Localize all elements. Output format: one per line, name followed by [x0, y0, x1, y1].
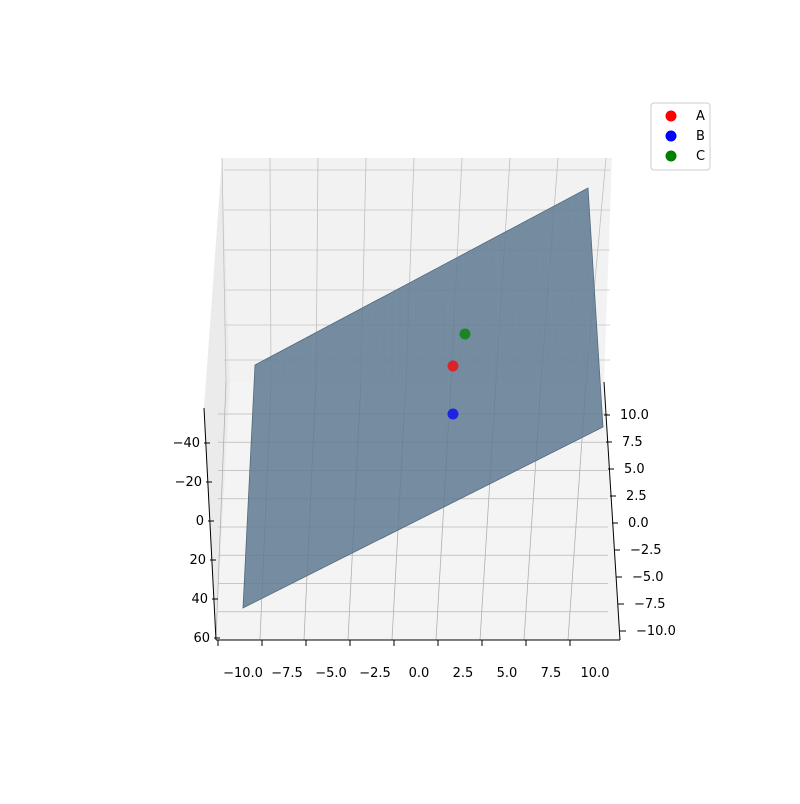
y-tick-label: −5.0 — [632, 570, 664, 585]
x-tick-label: 7.5 — [541, 666, 562, 681]
point-c — [460, 329, 471, 340]
y-tick-label: −10.0 — [636, 624, 676, 639]
x-tick-label: −5.0 — [315, 666, 347, 681]
point-a — [448, 361, 459, 372]
z-tick-label: 60 — [193, 631, 210, 646]
legend: ABC — [651, 103, 710, 170]
y-tick-label: 2.5 — [626, 489, 647, 504]
x-tick-label: 0.0 — [409, 666, 430, 681]
z-tick-label: −20 — [175, 475, 202, 490]
z-tick-label: 20 — [189, 553, 206, 568]
z-tick-label: −40 — [173, 436, 200, 451]
x-tick-label: 10.0 — [581, 666, 610, 681]
z-tick-label: 0 — [196, 514, 204, 529]
legend-marker-a — [666, 111, 677, 122]
x-tick-label: 5.0 — [497, 666, 518, 681]
x-tick-label: 2.5 — [453, 666, 474, 681]
z-tick-label: 40 — [191, 592, 208, 607]
x-tick-label: −2.5 — [359, 666, 391, 681]
legend-marker-c — [666, 151, 677, 162]
y-tick-label: −2.5 — [630, 543, 662, 558]
legend-label-a: A — [696, 109, 705, 124]
x-tick-label: −7.5 — [271, 666, 303, 681]
y-tick-label: 7.5 — [622, 435, 643, 450]
legend-marker-b — [666, 131, 677, 142]
y-tick-label: −7.5 — [634, 597, 666, 612]
x-tick-label: −10.0 — [223, 666, 263, 681]
legend-label-c: C — [696, 149, 705, 164]
y-tick-label: 10.0 — [620, 408, 649, 423]
y-tick-label: 5.0 — [624, 462, 645, 477]
point-b — [448, 409, 459, 420]
legend-label-b: B — [696, 129, 705, 144]
y-tick-label: 0.0 — [628, 516, 649, 531]
